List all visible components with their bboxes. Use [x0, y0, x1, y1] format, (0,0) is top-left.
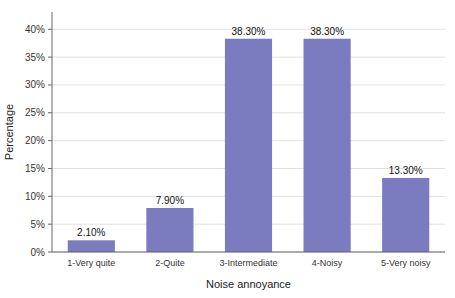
y-tick-label: 35% [25, 52, 45, 63]
data-label: 38.30% [232, 26, 266, 37]
y-tick-label: 30% [25, 79, 45, 90]
y-tick [48, 168, 52, 169]
bar [146, 208, 193, 252]
chart-container: 0% 5% 10% 15% 20% 25% 30% 35% 40% 2.10% 7.90% 38.30… [0, 0, 455, 298]
bar [382, 178, 429, 252]
data-label: 38.30% [310, 26, 344, 37]
y-tick [48, 112, 52, 113]
y-tick-label: 10% [25, 191, 45, 202]
x-axis-label: Noise annoyance [206, 278, 291, 290]
grid [52, 29, 445, 252]
data-label: 2.10% [77, 227, 105, 238]
data-label: 7.90% [156, 195, 184, 206]
y-tick-label: 20% [25, 135, 45, 146]
x-tick-label: 5-Very noisy [381, 258, 431, 268]
x-axis: 1-Very quite 2-Quite 3-Intermediate 4-Noisy… [67, 258, 431, 268]
y-tick [48, 84, 52, 85]
y-tick-label: 15% [25, 163, 45, 174]
bar [68, 240, 115, 252]
y-tick [48, 29, 52, 30]
x-tick-label: 4-Noisy [312, 258, 343, 268]
bars [68, 39, 430, 252]
y-axis: 0% 5% 10% 15% 20% 25% 30% 35% 40% [25, 24, 52, 258]
chart: 0% 5% 10% 15% 20% 25% 30% 35% 40% 2.10% 7.90% 38.30… [0, 0, 455, 298]
y-tick [48, 140, 52, 141]
y-tick-label: 5% [31, 219, 46, 230]
y-tick-label: 0% [31, 247, 46, 258]
x-tick-label: 1-Very quite [67, 258, 115, 268]
y-axis-label: Percentage [3, 104, 15, 160]
bar [304, 39, 351, 252]
data-labels: 2.10% 7.90% 38.30% 38.30% 13.30% [77, 26, 423, 239]
bar [225, 39, 272, 252]
y-tick [48, 57, 52, 58]
data-label: 13.30% [389, 165, 423, 176]
x-tick-label: 3-Intermediate [219, 258, 277, 268]
y-tick [48, 224, 52, 225]
y-tick [48, 196, 52, 197]
y-tick [48, 252, 52, 253]
y-axis-line [52, 12, 53, 252]
grid-line [52, 252, 445, 253]
x-axis-line [52, 252, 445, 253]
x-tick-label: 2-Quite [155, 258, 185, 268]
y-tick-label: 40% [25, 24, 45, 35]
y-tick-label: 25% [25, 107, 45, 118]
